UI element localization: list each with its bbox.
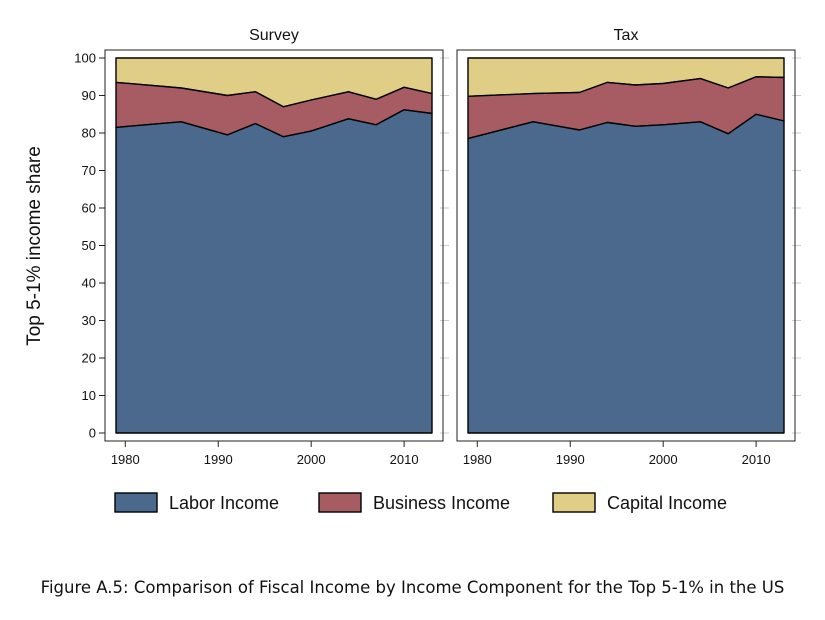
panel-title: Tax	[614, 27, 639, 44]
x-tick-label: 1980	[463, 452, 492, 467]
x-tick-label: 2010	[742, 452, 771, 467]
y-tick-label: 60	[82, 201, 96, 216]
panel-title: Survey	[249, 27, 299, 44]
legend: Labor Income Business Income Capital Incom…	[114, 492, 727, 513]
area-labor-income	[115, 109, 433, 434]
y-tick-label: 30	[82, 313, 96, 328]
legend-swatch	[552, 492, 596, 513]
y-tick-label: 80	[82, 126, 96, 141]
x-tick-label: 2010	[390, 452, 419, 467]
legend-label: Business Income	[373, 493, 510, 513]
legend-item-business: Business Income	[318, 492, 510, 513]
area-labor-income	[467, 113, 785, 434]
legend-swatch	[114, 492, 158, 513]
panel-frame	[456, 49, 796, 442]
x-tick-label: 2000	[297, 452, 326, 467]
x-tick-label: 1990	[204, 452, 233, 467]
legend-label: Capital Income	[607, 493, 727, 513]
figure-caption: Figure A.5: Comparison of Fiscal Income …	[40, 578, 785, 597]
legend-label: Labor Income	[169, 493, 279, 513]
y-tick-label: 10	[82, 388, 96, 403]
y-tick-label: 20	[82, 351, 96, 366]
legend-item-labor: Labor Income	[114, 492, 279, 513]
panel-tax: Tax 1980 1990 2000 2010	[456, 27, 801, 467]
panel-survey: Survey 1980 1990 2000 2010	[104, 27, 449, 467]
legend-swatch	[318, 492, 362, 513]
y-tick-label: 40	[82, 276, 96, 291]
panels: Survey 1980 1990 2000 2010 Tax 1980 1990 2000 201…	[104, 27, 801, 467]
y-tick-label: 50	[82, 238, 96, 253]
y-tick-label: 100	[74, 51, 96, 66]
legend-item-capital: Capital Income	[552, 492, 727, 513]
y-axis: 0 10 20 30 40 50 60 70 80 90 100	[74, 51, 105, 441]
x-tick-label: 1980	[111, 452, 140, 467]
y-axis-label: Top 5-1% income share	[24, 146, 45, 346]
y-tick-label: 90	[82, 88, 96, 103]
y-tick-label: 70	[82, 163, 96, 178]
x-tick-label: 1990	[556, 452, 585, 467]
x-tick-label: 2000	[649, 452, 678, 467]
y-tick-label: 0	[89, 426, 96, 441]
